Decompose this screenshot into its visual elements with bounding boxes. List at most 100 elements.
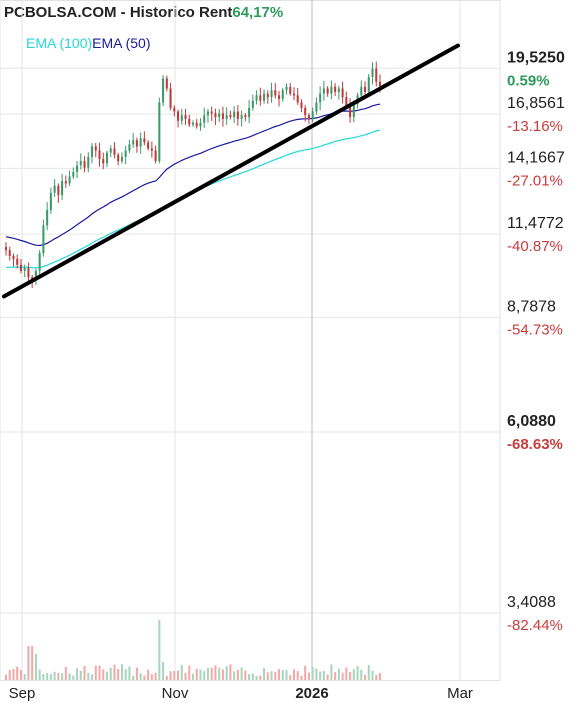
- volume-bar: [105, 671, 109, 680]
- volume-bar: [251, 673, 254, 680]
- candle-body: [233, 111, 236, 118]
- candle-body: [203, 115, 206, 123]
- volume-bar: [16, 666, 19, 680]
- volume-bar: [79, 670, 82, 680]
- candle-body: [109, 148, 112, 153]
- volume-bar: [296, 671, 299, 680]
- volume-bar: [169, 671, 172, 680]
- candle-body: [49, 192, 52, 210]
- volume-bar: [229, 664, 232, 680]
- volume-bar: [61, 673, 64, 680]
- volume-bar: [124, 668, 127, 680]
- volume-bar: [98, 665, 101, 680]
- y-tick-percent: -13.16%: [507, 118, 563, 135]
- volume-bar: [135, 667, 138, 680]
- plot-frame: [0, 0, 501, 681]
- candle-body: [360, 86, 363, 96]
- candle-body: [113, 148, 116, 155]
- candle-body: [277, 95, 281, 99]
- candle-body: [34, 270, 37, 281]
- volume-bar: [8, 669, 11, 680]
- candle-body: [221, 113, 224, 119]
- candle-body: [102, 158, 105, 164]
- volume-bar: [330, 664, 333, 680]
- candle-body: [105, 152, 109, 164]
- candle-body: [225, 115, 228, 119]
- candle-body: [191, 122, 195, 125]
- y-tick-percent: -54.73%: [507, 321, 563, 338]
- y-tick-label: 6,0880: [507, 413, 556, 430]
- candle-body: [281, 90, 284, 99]
- volume-bar: [90, 674, 94, 680]
- candle-body: [285, 86, 288, 91]
- volume-bar: [259, 675, 262, 680]
- volume-bar: [356, 666, 359, 680]
- candle-body: [352, 104, 355, 118]
- candle-body: [184, 115, 187, 119]
- volume-bar: [165, 675, 168, 680]
- candle-body: [364, 86, 367, 92]
- candle-body: [367, 76, 370, 92]
- candle-body: [87, 156, 90, 168]
- y-tick-label: 16,8561: [507, 95, 565, 112]
- candle-body: [375, 68, 378, 82]
- candle-body: [337, 88, 340, 92]
- candle-body: [304, 107, 307, 116]
- volume-bar: [34, 654, 37, 680]
- volume-bar: [177, 670, 180, 680]
- candle-body: [330, 86, 333, 94]
- y-tick-label: 3,4088: [507, 594, 556, 611]
- candle-body: [76, 165, 79, 173]
- candle-body: [251, 100, 254, 108]
- y-tick-percent: -68.63%: [507, 436, 563, 453]
- volume-bar: [236, 669, 239, 680]
- candle-body: [236, 111, 239, 119]
- candle-body: [341, 88, 344, 98]
- candle-body: [210, 111, 213, 114]
- y-tick-percent: -27.01%: [507, 172, 563, 189]
- candle-body: [289, 86, 292, 94]
- y-tick-percent: -82.44%: [507, 617, 563, 634]
- candle-body: [94, 146, 97, 151]
- volume-bar: [206, 668, 209, 680]
- chart-title: PCBOLSA.COM - Historico: [4, 4, 195, 21]
- candle-body: [42, 225, 45, 254]
- candle-body: [311, 111, 314, 119]
- volume-bar: [113, 664, 116, 680]
- candle-body: [61, 181, 64, 196]
- volume-bar: [38, 669, 41, 680]
- volume-bar: [4, 674, 8, 680]
- volume-bar: [244, 670, 247, 680]
- volume-bar: [367, 664, 370, 680]
- volume-bar: [307, 672, 310, 680]
- candle-body: [68, 176, 71, 184]
- volume-bar: [57, 673, 60, 680]
- volume-bars: [4, 620, 382, 680]
- volume-bar: [12, 668, 15, 680]
- volume-bar: [72, 675, 75, 680]
- x-tick-label: 2026: [295, 685, 328, 702]
- candle-body: [248, 107, 251, 118]
- candle-body: [300, 102, 303, 108]
- candle-body: [218, 113, 221, 118]
- volume-bar: [221, 669, 224, 680]
- volume-bar: [191, 673, 195, 680]
- candle-body: [83, 161, 86, 168]
- candle-body: [326, 88, 329, 94]
- volume-bar: [42, 673, 45, 680]
- ema-50-line: [5, 103, 381, 247]
- candle-body: [8, 250, 11, 256]
- volume-bar: [345, 667, 348, 680]
- y-tick-percent: 0.59%: [507, 72, 550, 89]
- candle-body: [214, 113, 217, 118]
- volume-bar: [214, 665, 217, 680]
- volume-bar: [173, 671, 176, 680]
- y-axis: 19,5250 0.59% 16,8561 -13.16% 14,1667 -27.01%…: [507, 49, 565, 634]
- volume-bar: [274, 671, 277, 680]
- volume-bar: [83, 665, 86, 680]
- volume-bar: [378, 673, 382, 680]
- candle-body: [19, 264, 22, 271]
- volume-bar: [27, 646, 30, 680]
- chart-header: PCBOLSA.COM - Historico Rent64,17%: [4, 4, 283, 21]
- volume-bar: [64, 666, 67, 680]
